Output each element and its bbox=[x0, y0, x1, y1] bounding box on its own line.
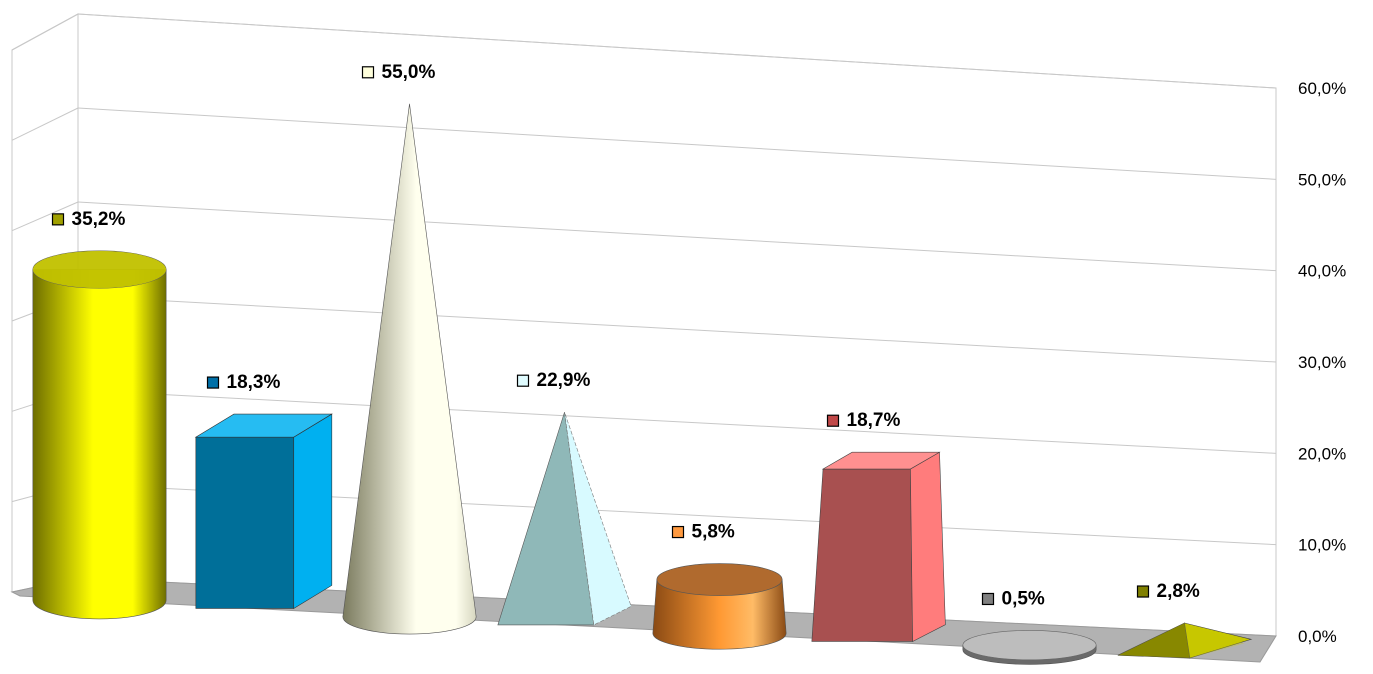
gridline bbox=[77, 389, 1277, 454]
gridline bbox=[77, 295, 1277, 363]
data-label: 0,5% bbox=[1002, 588, 1045, 609]
data-label: 18,3% bbox=[227, 372, 281, 393]
y-axis-ticks: 0,0% 10,0% 20,0% 30,0% 40,0% 50,0% 60,0% bbox=[1298, 79, 1346, 646]
bar-6 bbox=[811, 451, 946, 642]
y-tick-label: 30,0% bbox=[1298, 353, 1346, 372]
y-tick-label: 50,0% bbox=[1298, 170, 1346, 189]
data-label: 18,7% bbox=[847, 410, 901, 431]
gridline bbox=[77, 201, 1277, 272]
y-tick-label: 40,0% bbox=[1298, 262, 1346, 281]
data-label-marker bbox=[826, 414, 840, 427]
gridline-side bbox=[11, 107, 79, 141]
data-label-marker bbox=[671, 525, 685, 539]
chart-marks bbox=[32, 103, 1253, 665]
gridline bbox=[77, 13, 1277, 89]
bar-3 bbox=[342, 103, 477, 635]
bar-1 bbox=[32, 250, 167, 620]
data-label: 55,0% bbox=[382, 62, 436, 83]
data-label-marker bbox=[516, 374, 530, 387]
data-label-marker bbox=[1136, 585, 1150, 598]
data-label-marker bbox=[51, 213, 65, 226]
bar-7 bbox=[962, 630, 1097, 665]
bar-2 bbox=[194, 413, 333, 610]
gridline-side bbox=[11, 13, 79, 51]
bar-5 bbox=[652, 563, 787, 650]
data-label-marker bbox=[981, 592, 995, 606]
y-tick-label: 10,0% bbox=[1298, 536, 1346, 555]
bar-4 bbox=[497, 412, 632, 626]
y-tick-label: 60,0% bbox=[1298, 79, 1346, 98]
data-label-marker bbox=[361, 66, 375, 79]
gridline bbox=[77, 107, 1277, 180]
bar-8 bbox=[1117, 622, 1253, 659]
gridline-side bbox=[11, 201, 79, 232]
data-label-marker bbox=[206, 376, 220, 389]
data-labels: 35,2% 18,3% 55,0% 22,9% 5,8% 18,7% 0,5% 2,8% bbox=[51, 62, 1200, 609]
data-label: 22,9% bbox=[537, 370, 591, 391]
data-label: 2,8% bbox=[1157, 581, 1200, 602]
data-label: 5,8% bbox=[692, 522, 735, 543]
data-label: 35,2% bbox=[72, 209, 126, 230]
y-tick-label: 0,0% bbox=[1298, 627, 1337, 646]
y-tick-label: 20,0% bbox=[1298, 444, 1346, 463]
